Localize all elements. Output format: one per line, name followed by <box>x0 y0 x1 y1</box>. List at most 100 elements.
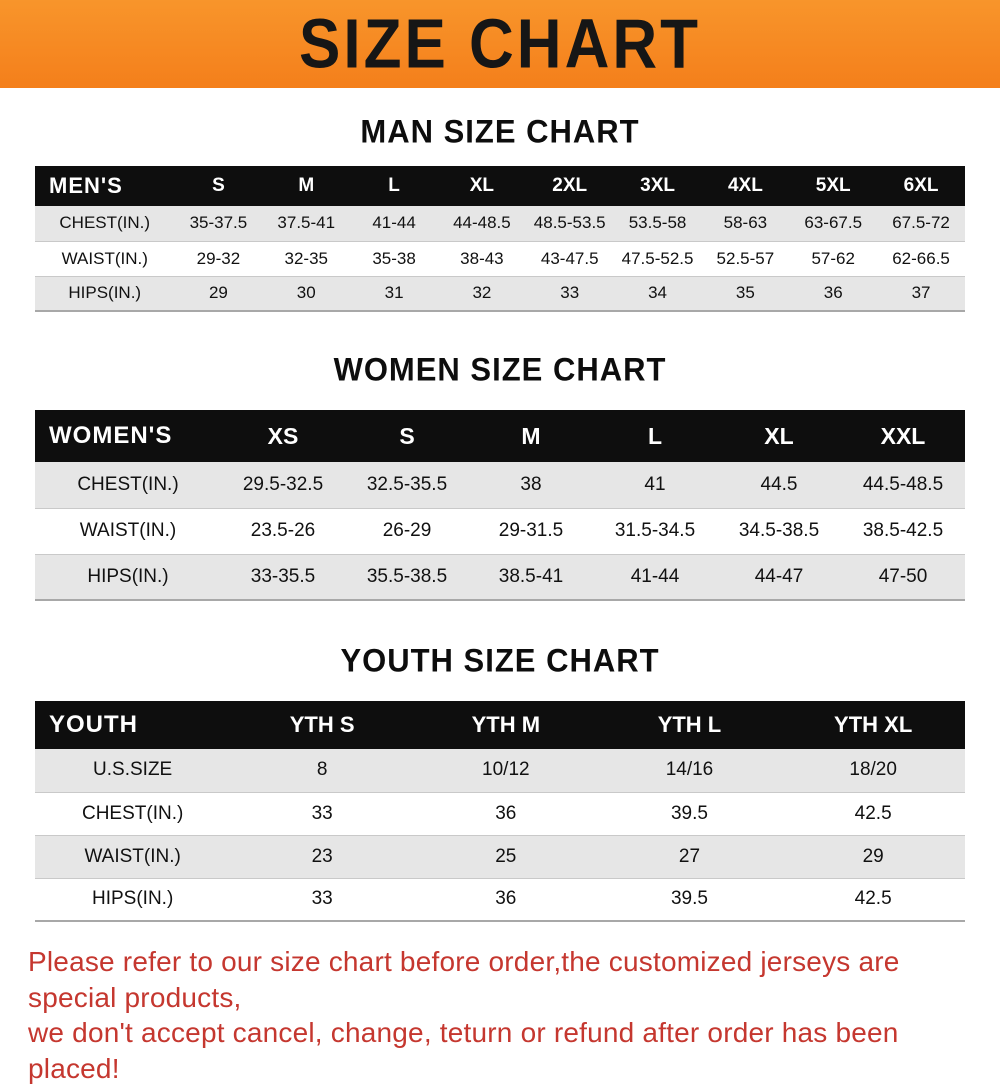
table-header-label: WOMEN'S <box>49 422 173 449</box>
table-header-row: WOMEN'S XS S M L XL XXL <box>35 410 965 462</box>
value-cell: 62-66.5 <box>892 248 950 268</box>
row-label-cell: HIPS(IN.) <box>92 888 174 910</box>
size-column-header: 2XL <box>552 175 588 196</box>
table-row: WAIST(IN.) 23 25 27 29 <box>35 835 965 878</box>
value-cell: 41-44 <box>630 565 680 587</box>
value-cell: 35-37.5 <box>189 213 248 233</box>
value-cell: 42.5 <box>854 802 892 824</box>
row-label-cell: HIPS(IN.) <box>68 283 142 303</box>
value-cell: 38.5-41 <box>498 565 564 587</box>
table-row: WAIST(IN.) 23.5-26 26-29 29-31.5 31.5-34.5 34… <box>35 508 965 554</box>
table-header-label: MEN'S <box>49 173 123 198</box>
value-cell: 36 <box>823 283 843 303</box>
value-cell: 44-48.5 <box>453 213 511 233</box>
value-cell: 41 <box>644 473 666 495</box>
value-cell: 44-47 <box>754 565 804 587</box>
value-cell: 36 <box>495 888 517 910</box>
value-cell: 29 <box>862 845 884 867</box>
footer-notice: Please refer to our size chart before or… <box>0 944 1000 1086</box>
value-cell: 34 <box>648 283 668 303</box>
value-cell: 58-63 <box>723 213 768 233</box>
value-cell: 33 <box>311 802 333 824</box>
size-column-header: L <box>647 422 663 449</box>
youth-size-section: YOUTH SIZE CHART YOUTH YTH S YTH M YTH L YTH… <box>0 642 1000 922</box>
value-cell: 39.5 <box>670 888 708 910</box>
value-cell: 32 <box>472 283 492 303</box>
value-cell: 36 <box>495 802 517 824</box>
value-cell: 33 <box>560 283 580 303</box>
value-cell: 44.5-48.5 <box>862 473 944 495</box>
value-cell: 27 <box>678 845 701 867</box>
table-row: CHEST(IN.) 29.5-32.5 32.5-35.5 38 41 44.5 44.5… <box>35 462 965 508</box>
row-label-cell: HIPS(IN.) <box>87 565 169 587</box>
size-column-header: XS <box>267 422 299 449</box>
value-cell: 35-38 <box>372 248 416 268</box>
value-cell: 43-47.5 <box>540 248 599 268</box>
man-section-heading: MAN SIZE CHART <box>360 113 640 150</box>
size-column-header: 4XL <box>727 175 763 196</box>
value-cell: 30 <box>296 283 316 303</box>
value-cell: 29 <box>208 283 228 303</box>
table-header-label: YOUTH <box>49 711 138 738</box>
value-cell: 14/16 <box>665 759 714 781</box>
row-label-cell: CHEST(IN.) <box>81 802 184 824</box>
value-cell: 44.5 <box>760 473 798 495</box>
table-header-row: YOUTH YTH S YTH M YTH L YTH XL <box>35 701 965 749</box>
value-cell: 38 <box>520 473 542 495</box>
value-cell: 35 <box>735 283 755 303</box>
size-column-header: YTH M <box>471 712 541 737</box>
size-column-header: XL <box>764 422 794 449</box>
notice-line-2: we don't accept cancel, change, teturn o… <box>28 1017 899 1084</box>
value-cell: 23 <box>311 845 333 867</box>
size-column-header: YTH XL <box>834 712 913 737</box>
size-column-header: 3XL <box>640 175 675 196</box>
value-cell: 31.5-34.5 <box>614 520 696 541</box>
value-cell: 32-35 <box>284 248 328 268</box>
size-column-header: XXL <box>880 422 926 449</box>
value-cell: 33-35.5 <box>250 565 316 587</box>
row-label-cell: CHEST(IN.) <box>59 213 151 233</box>
size-column-header: M <box>521 422 541 449</box>
mens-size-table: MEN'S S M L XL 2XL 3XL 4XL 5XL 6XL CHEST(IN.) 35-37… <box>35 166 965 312</box>
size-column-header: S <box>399 422 415 449</box>
value-cell: 37 <box>911 283 931 303</box>
women-section-heading: WOMEN SIZE CHART <box>333 351 667 388</box>
value-cell: 29-31.5 <box>498 520 564 541</box>
value-cell: 25 <box>495 845 517 867</box>
value-cell: 42.5 <box>854 888 892 910</box>
size-column-header: M <box>298 175 315 196</box>
value-cell: 38.5-42.5 <box>862 520 944 541</box>
size-column-header: YTH S <box>289 712 355 737</box>
row-label-cell: CHEST(IN.) <box>77 473 179 495</box>
size-column-header: 5XL <box>815 175 851 196</box>
value-cell: 63-67.5 <box>804 213 863 233</box>
row-label-cell: U.S.SIZE <box>93 759 173 781</box>
size-column-header: YTH L <box>657 712 722 737</box>
value-cell: 29-32 <box>196 248 241 268</box>
value-cell: 18/20 <box>849 759 897 781</box>
womens-size-table: WOMEN'S XS S M L XL XXL CHEST(IN.) 29.5-32.5 32.5… <box>35 410 965 601</box>
man-size-section: MAN SIZE CHART MEN'S S M L XL 2XL 3XL 4XL 5XL 6XL… <box>0 113 1000 312</box>
value-cell: 29.5-32.5 <box>242 473 324 495</box>
row-label-cell: WAIST(IN.) <box>79 520 177 541</box>
value-cell: 8 <box>316 759 328 781</box>
value-cell: 67.5-72 <box>892 213 950 233</box>
value-cell: 33 <box>311 888 333 910</box>
table-row: CHEST(IN.) 35-37.5 37.5-41 41-44 44-48.5 48.5… <box>35 206 965 241</box>
table-row: WAIST(IN.) 29-32 32-35 35-38 38-43 43-47.5 47.… <box>35 241 965 276</box>
table-row: HIPS(IN.) 29 30 31 32 33 34 35 36 37 <box>35 276 965 311</box>
notice-line-1: Please refer to our size chart before or… <box>28 946 900 1013</box>
value-cell: 41-44 <box>372 213 416 233</box>
table-row: U.S.SIZE 8 10/12 14/16 18/20 <box>35 749 965 792</box>
value-cell: 34.5-38.5 <box>738 520 820 541</box>
value-cell: 38-43 <box>460 248 504 268</box>
value-cell: 57-62 <box>811 248 855 268</box>
value-cell: 37.5-41 <box>277 213 336 233</box>
value-cell: 26-29 <box>382 520 432 541</box>
page-title: SIZE CHART <box>299 5 701 83</box>
size-column-header: 6XL <box>903 175 939 196</box>
youth-section-heading: YOUTH SIZE CHART <box>340 642 660 679</box>
value-cell: 48.5-53.5 <box>533 213 606 233</box>
banner: SIZE CHART <box>0 0 1000 88</box>
